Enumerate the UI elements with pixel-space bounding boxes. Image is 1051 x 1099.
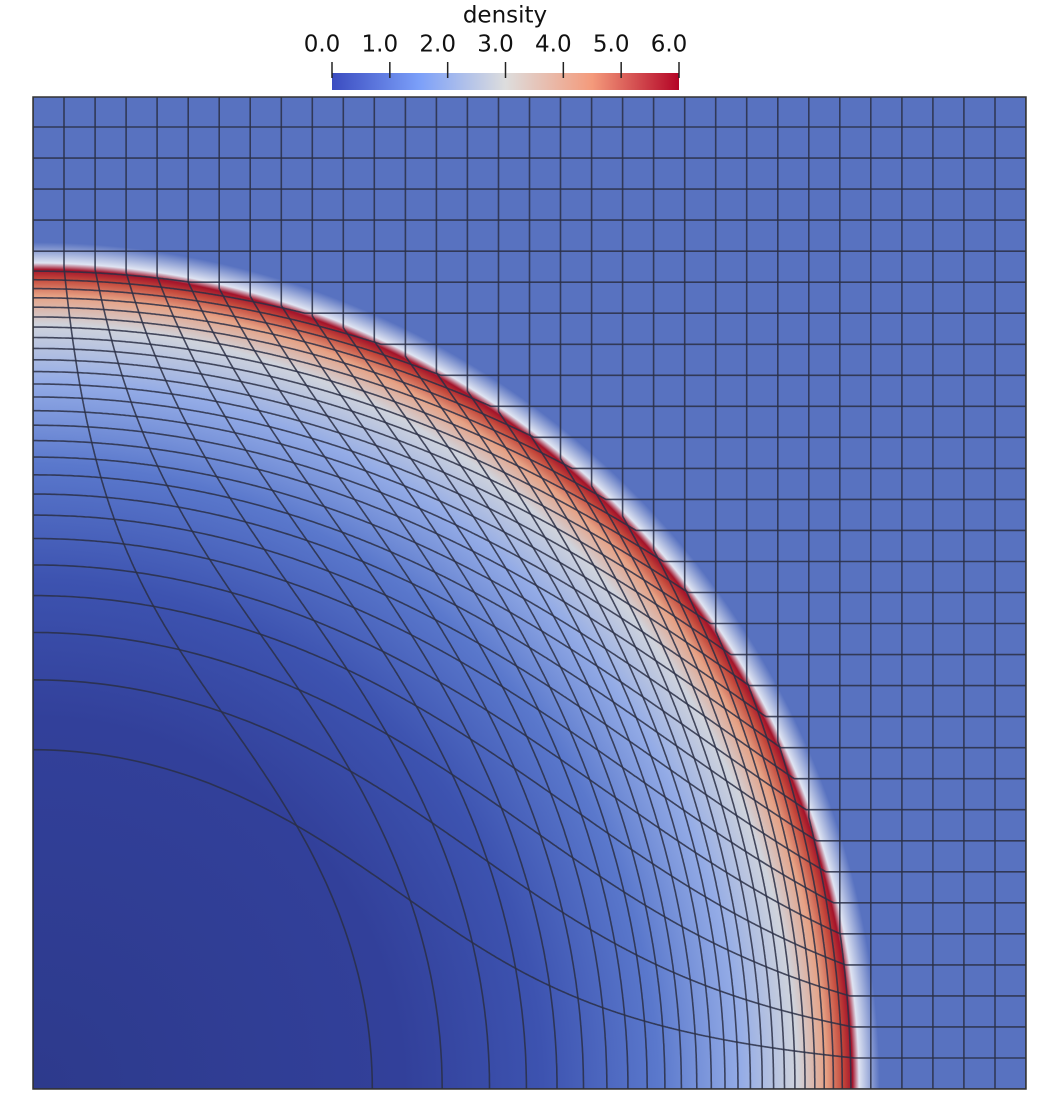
plot-border: [32, 96, 1027, 1090]
mesh-line: [33, 270, 1026, 283]
colorbar-title: density: [463, 3, 547, 29]
mesh-line: [33, 370, 1026, 594]
mesh-line: [33, 297, 1026, 377]
colorbar-tick-label: 1.0: [362, 32, 399, 58]
mesh-line: [33, 347, 1026, 532]
mesh-line: [33, 336, 1026, 501]
mesh-line: [33, 306, 1026, 408]
colorbar-tick-label: 2.0: [419, 32, 456, 58]
mesh: [33, 97, 1026, 1089]
mesh-line: [559, 97, 763, 1089]
colorbar-tick-label: 6.0: [651, 32, 688, 58]
mesh-line: [745, 97, 825, 1089]
mesh-line: [590, 97, 775, 1089]
colorbar: [332, 73, 679, 90]
mesh-line: [808, 97, 844, 1089]
mesh-line: [33, 316, 1026, 439]
mesh-line: [839, 97, 852, 1089]
mesh-line: [777, 97, 835, 1089]
mesh-line: [33, 326, 1026, 470]
colorbar-tick-label: 0.0: [304, 32, 341, 58]
mesh-line: [33, 359, 1026, 563]
mesh-line: [714, 97, 816, 1089]
mesh-line: [652, 97, 796, 1089]
field: [33, 97, 1026, 1089]
mesh-line: [33, 287, 1026, 346]
colorbar-tick-label: 4.0: [535, 32, 572, 58]
colorbar-tick-label: 5.0: [593, 32, 630, 58]
colorbar-tick-label: 3.0: [477, 32, 514, 58]
mesh-line: [621, 97, 786, 1089]
mesh-line: [683, 97, 806, 1089]
mesh-line: [33, 278, 1026, 314]
